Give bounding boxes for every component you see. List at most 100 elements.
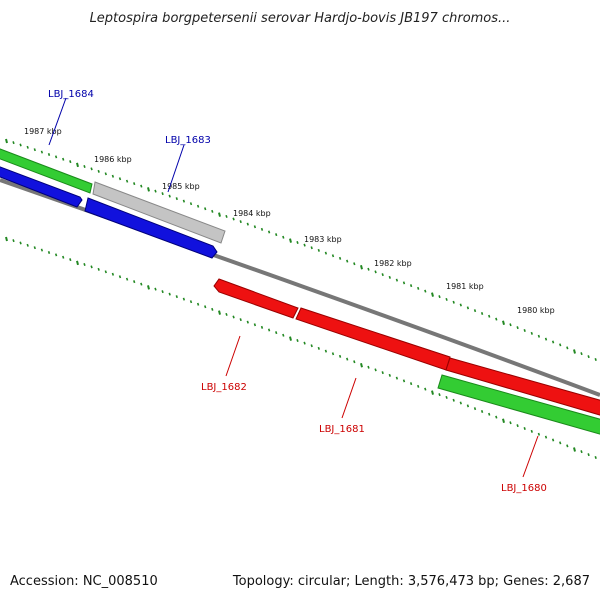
minor-tick — [566, 444, 569, 448]
gene-LBJ_1683[interactable] — [92, 181, 226, 244]
gene-LBJ_1681[interactable] — [295, 307, 451, 371]
minor-tick — [204, 305, 207, 309]
minor-tick — [367, 365, 370, 369]
major-tick — [502, 320, 505, 325]
minor-tick — [459, 303, 462, 307]
minor-tick — [523, 427, 526, 431]
minor-tick — [374, 368, 377, 372]
minor-tick — [388, 373, 391, 377]
minor-tick — [402, 281, 406, 285]
gene-LBJ_1684[interactable] — [0, 147, 93, 194]
gene-LBJ_1682[interactable] — [213, 278, 299, 319]
minor-tick — [488, 412, 491, 416]
minor-tick — [580, 352, 583, 356]
gene-LBJ_1683-b[interactable] — [84, 197, 218, 259]
minor-tick — [374, 270, 377, 274]
minor-tick — [417, 286, 420, 290]
minor-tick — [125, 277, 129, 281]
accession-text: Accession: NC_008510 — [10, 574, 158, 589]
gene-label-LBJ_1680[interactable]: LBJ_1680 — [501, 483, 547, 494]
gene-LBJ_1680[interactable] — [437, 374, 600, 437]
minor-tick — [90, 265, 93, 269]
major-tick — [76, 260, 79, 266]
minor-tick — [381, 371, 384, 375]
minor-tick — [189, 202, 193, 206]
minor-tick — [551, 340, 555, 344]
minor-tick — [104, 270, 107, 274]
minor-tick — [438, 295, 441, 299]
major-tick — [360, 265, 363, 270]
minor-tick — [424, 289, 427, 293]
inner-tick-ring — [5, 236, 597, 459]
leader-line-LBJ_1680 — [522, 435, 539, 478]
minor-tick — [395, 376, 399, 380]
minor-tick — [275, 331, 278, 335]
major-tick — [502, 418, 505, 423]
major-tick — [289, 238, 292, 243]
minor-tick — [438, 393, 441, 397]
minor-tick — [140, 282, 143, 286]
minor-tick — [516, 326, 519, 330]
minor-tick — [26, 145, 29, 149]
leader-line-LBJ_1683 — [167, 144, 185, 193]
minor-tick — [559, 343, 562, 347]
minor-tick — [509, 323, 512, 327]
minor-tick — [111, 174, 115, 178]
minor-tick — [282, 235, 285, 239]
kbp-label: 1985 kbp — [162, 182, 200, 191]
gene-label-LBJ_1682[interactable]: LBJ_1682 — [201, 382, 247, 393]
minor-tick — [189, 300, 193, 304]
minor-tick — [353, 262, 356, 266]
leader-line-LBJ_1682 — [225, 335, 241, 377]
minor-tick — [111, 272, 115, 276]
minor-tick — [509, 421, 512, 425]
minor-tick — [62, 255, 65, 259]
minor-tick — [154, 189, 157, 193]
minor-tick — [296, 240, 299, 244]
minor-tick — [69, 258, 72, 262]
major-tick — [289, 336, 292, 341]
minor-tick — [260, 227, 264, 231]
minor-tick — [97, 169, 100, 173]
gene-LBJ_1685[interactable] — [0, 165, 83, 208]
minor-tick — [196, 302, 200, 306]
minor-tick — [537, 334, 541, 338]
minor-tick — [388, 275, 391, 279]
gene-LBJ_1680a[interactable] — [445, 357, 600, 418]
major-tick — [573, 349, 576, 354]
minor-tick — [246, 320, 249, 324]
minor-tick — [26, 243, 29, 247]
minor-tick — [54, 253, 58, 257]
gene-label-LBJ_1681[interactable]: LBJ_1681 — [319, 424, 365, 435]
minor-tick — [161, 192, 164, 196]
minor-tick — [282, 333, 285, 337]
minor-tick — [267, 328, 271, 332]
leader-line-LBJ_1681 — [341, 377, 357, 419]
major-tick — [218, 212, 221, 217]
gene-label-LBJ_1683[interactable]: LBJ_1683 — [165, 135, 211, 146]
minor-tick — [33, 148, 36, 152]
outer-tick-ring — [5, 138, 597, 361]
minor-tick — [239, 220, 242, 224]
minor-tick — [473, 309, 477, 313]
minor-tick — [317, 346, 320, 350]
minor-tick — [544, 435, 548, 439]
minor-tick — [480, 311, 484, 315]
minor-tick — [530, 429, 533, 433]
minor-tick — [587, 453, 590, 457]
kbp-label: 1980 kbp — [517, 306, 555, 315]
minor-tick — [168, 292, 171, 296]
minor-tick — [296, 338, 299, 342]
minor-tick — [317, 248, 320, 252]
minor-tick — [559, 441, 562, 445]
minor-tick — [452, 398, 455, 402]
gene-label-LBJ_1684[interactable]: LBJ_1684 — [48, 89, 94, 100]
minor-tick — [346, 357, 349, 361]
minor-tick — [303, 243, 306, 247]
minor-tick — [594, 456, 597, 459]
minor-tick — [523, 329, 526, 333]
minor-tick — [566, 346, 569, 350]
kbp-label: 1981 kbp — [446, 282, 484, 291]
minor-tick — [303, 341, 306, 345]
